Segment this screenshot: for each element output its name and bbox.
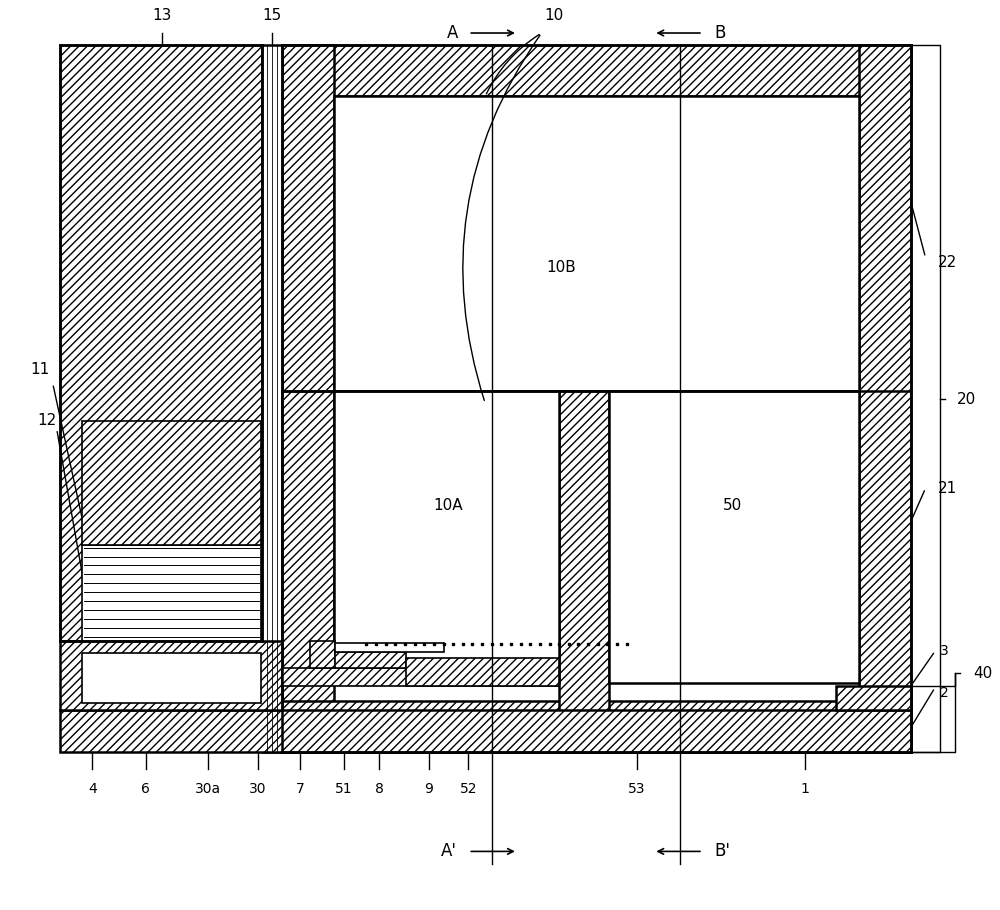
Text: 51: 51 — [335, 782, 352, 796]
Bar — [334, 96, 859, 391]
Text: B': B' — [715, 843, 731, 861]
Bar — [310, 641, 335, 668]
Bar — [60, 45, 262, 641]
Text: 8: 8 — [375, 782, 384, 796]
Text: B: B — [714, 24, 725, 42]
Text: 7: 7 — [296, 782, 304, 796]
Text: A: A — [447, 24, 458, 42]
Bar — [82, 653, 261, 703]
Bar — [282, 45, 334, 753]
Text: 4: 4 — [88, 782, 97, 796]
Bar — [609, 391, 859, 683]
Bar — [82, 421, 261, 544]
Text: 52: 52 — [460, 782, 477, 796]
Text: 22: 22 — [937, 255, 957, 270]
Text: 10B: 10B — [546, 260, 576, 275]
Text: 2: 2 — [940, 686, 949, 700]
Text: 30: 30 — [249, 782, 266, 796]
Text: 40: 40 — [973, 666, 992, 681]
Bar — [60, 641, 282, 710]
Text: 6: 6 — [141, 782, 150, 796]
Text: 50: 50 — [723, 498, 742, 512]
Text: 15: 15 — [263, 8, 282, 23]
Text: 53: 53 — [628, 782, 645, 796]
Text: 10: 10 — [545, 8, 564, 23]
Bar — [60, 710, 911, 753]
Bar — [406, 659, 559, 686]
Text: 1: 1 — [800, 782, 809, 796]
Text: 11: 11 — [30, 362, 49, 377]
Text: 10A: 10A — [434, 498, 463, 512]
Bar — [282, 701, 911, 753]
Text: 20: 20 — [957, 391, 976, 407]
Bar — [262, 45, 282, 753]
Bar — [836, 686, 911, 710]
Bar — [82, 544, 261, 641]
Text: 30a: 30a — [195, 782, 221, 796]
Bar — [282, 668, 559, 686]
Text: 3: 3 — [940, 643, 949, 658]
Bar — [282, 45, 911, 96]
Bar — [282, 391, 334, 683]
Bar — [335, 642, 444, 652]
Bar — [559, 391, 609, 753]
Text: 21: 21 — [937, 480, 957, 496]
Text: A': A' — [441, 843, 457, 861]
Bar — [334, 391, 559, 683]
Bar — [859, 45, 911, 753]
Text: 12: 12 — [37, 413, 56, 429]
Text: 9: 9 — [424, 782, 433, 796]
Text: 13: 13 — [152, 8, 171, 23]
Bar — [335, 652, 406, 668]
